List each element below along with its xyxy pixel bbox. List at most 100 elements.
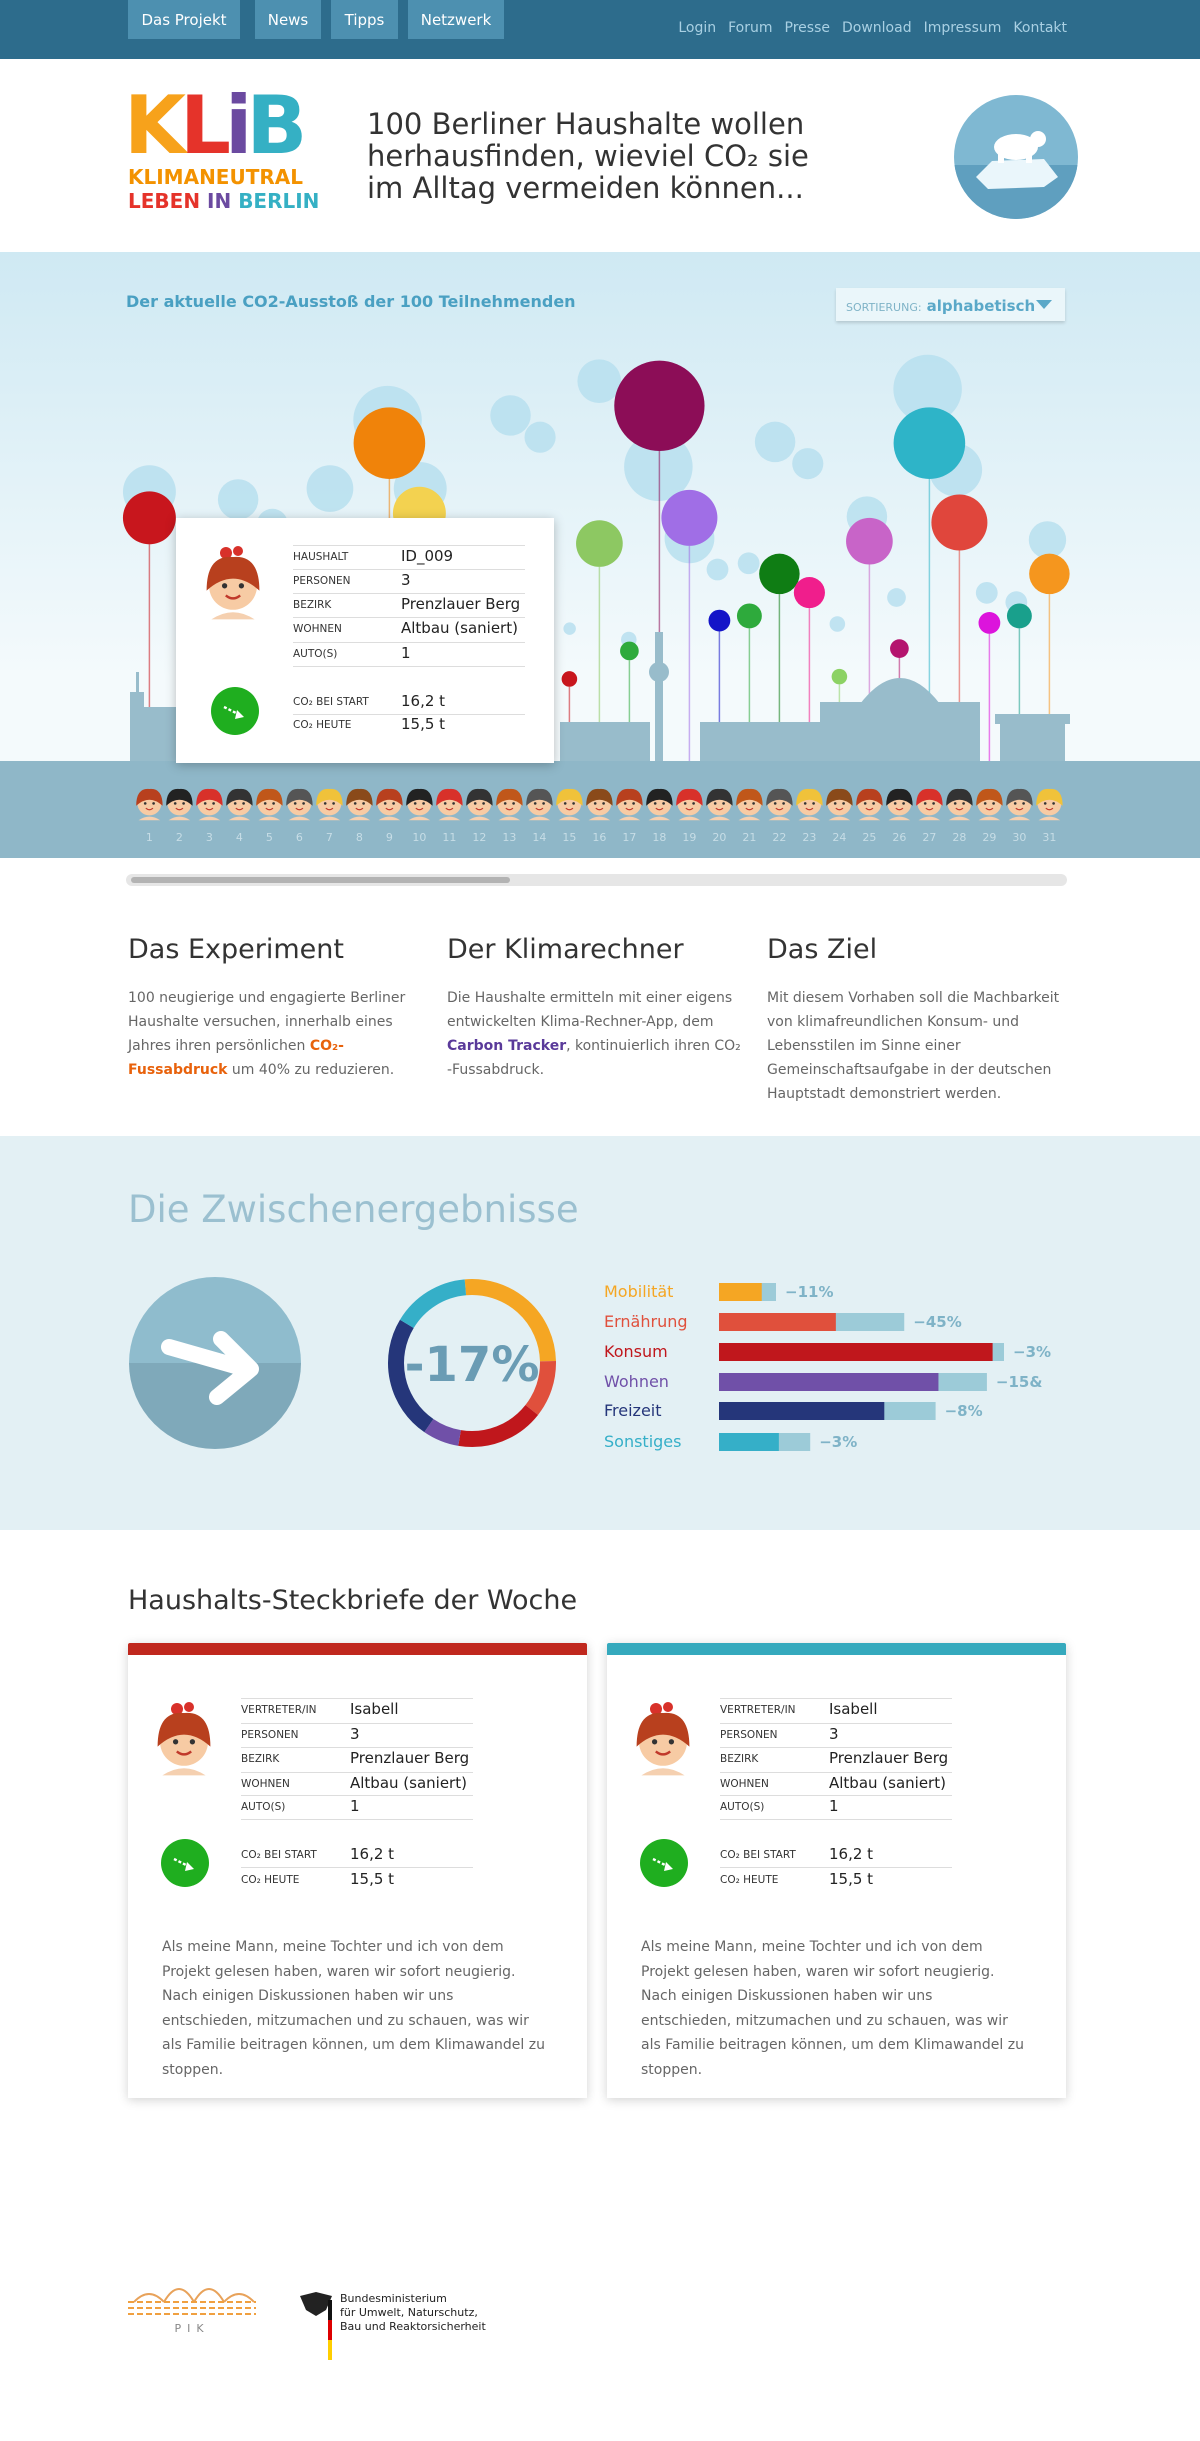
face-mouth [355, 807, 364, 811]
nav-button[interactable]: Netzwerk [408, 0, 504, 39]
face-shirt [258, 816, 281, 821]
nav-button[interactable]: Tipps [331, 0, 398, 39]
scrollbar-thumb[interactable] [131, 877, 510, 883]
sort-dropdown[interactable]: SORTIERUNG: alphabetisch [836, 288, 1065, 321]
card-quote: Als meine Mann, meine Tochter und ich vo… [641, 1939, 1024, 2078]
intro-heading hd: Das Experiment [128, 934, 344, 965]
face-hair [206, 556, 260, 591]
co2-value: 16,2 t [350, 1845, 395, 1863]
participant-number: 31 [1042, 831, 1056, 844]
face-eye [752, 802, 755, 805]
face-eye [782, 802, 785, 805]
face-eye [173, 802, 177, 805]
face-eye [713, 802, 717, 805]
status-circle [161, 1839, 209, 1887]
nav-link[interactable]: Kontakt [1013, 20, 1067, 36]
face-shirt [318, 816, 341, 821]
bar-today [719, 1343, 993, 1361]
face-eye [1043, 802, 1047, 805]
info-value: 3 [829, 1725, 839, 1743]
tv-tower-sphere [649, 662, 669, 682]
face-eye [902, 802, 905, 805]
skyline [820, 702, 980, 763]
face-eye [962, 802, 965, 805]
face-mouth [385, 807, 394, 811]
face-hair [166, 788, 193, 806]
participant-number: 19 [682, 831, 696, 844]
background-balloon [1028, 521, 1067, 559]
face-eye [932, 802, 935, 805]
face-eye [983, 802, 987, 805]
participant-number: 27 [922, 831, 936, 844]
balloon [931, 494, 988, 551]
face-mouth [745, 807, 754, 811]
face-shirt [678, 816, 701, 821]
face-eye [152, 802, 155, 805]
face-hair [526, 788, 553, 806]
sort-value: alphabetisch [926, 297, 1036, 315]
face-eye [668, 1739, 675, 1745]
nav-button[interactable]: News [255, 0, 321, 39]
row-divider [241, 1819, 473, 1820]
info-label: BEZIRK [241, 1753, 280, 1765]
co2-value: 16,2 t [401, 692, 446, 710]
face-shirt [408, 816, 431, 821]
face-shirt [641, 1768, 685, 1776]
participant-number: 29 [982, 831, 996, 844]
nav-link[interactable]: Download [841, 20, 912, 36]
face-eye [1013, 802, 1017, 805]
intro-text-part: , kontinuierlich ihren CO₂ -Fussabdruck. [447, 1038, 741, 1078]
bar-change: −15& [996, 1373, 1043, 1391]
face-mouth [325, 807, 334, 811]
row-divider [293, 593, 525, 594]
balloon [353, 407, 426, 479]
face-eye [1052, 802, 1055, 805]
logo-letter: K [124, 79, 186, 172]
card-stripe [607, 1643, 1066, 1655]
face-mouth [175, 807, 184, 811]
nav-button[interactable]: Das Projekt [128, 0, 240, 39]
face-eye [189, 1739, 196, 1745]
face-hair [316, 788, 343, 806]
background-balloon [563, 622, 576, 635]
face-mouth [955, 807, 964, 811]
bar-today [719, 1433, 779, 1451]
profile-card: VERTRETER/IN Isabell PERSONEN 3 BEZIRK Prenzl… [607, 1643, 1066, 2098]
info-value: 1 [401, 644, 411, 662]
ministry-logo [300, 2292, 332, 2360]
row-divider [293, 545, 525, 546]
result-label: Freizeit [604, 1401, 662, 1420]
face-shirt [211, 612, 255, 620]
info-value: Isabell [829, 1700, 878, 1718]
participant-number: 4 [236, 831, 243, 844]
trend-bottom [129, 1363, 301, 1449]
face-eye [362, 802, 365, 805]
face-eye [443, 802, 447, 805]
nav-link[interactable]: Presse [784, 20, 830, 36]
participant-number: 24 [832, 831, 846, 844]
avatar [157, 1702, 211, 1776]
face-hair [646, 788, 673, 806]
balloon [893, 407, 966, 479]
row-divider [241, 1772, 473, 1773]
face-eye [238, 583, 245, 589]
face-shirt [858, 816, 881, 821]
pik-logo: PIK [128, 2288, 256, 2335]
face-eye [503, 802, 507, 805]
face-hair [976, 788, 1003, 806]
participant-number: 13 [502, 831, 516, 844]
face-eye [812, 802, 815, 805]
face-shirt [738, 816, 761, 821]
face-hair [766, 788, 793, 806]
status-circle [640, 1839, 688, 1887]
nav-link[interactable]: Forum [728, 20, 773, 36]
row-divider [720, 1867, 952, 1868]
nav-link[interactable]: Login [678, 20, 717, 36]
nav-link[interactable]: Impressum [923, 20, 1002, 36]
face-shirt [168, 816, 191, 821]
gate-top [995, 714, 1070, 724]
intro-text: Mit diesem Vorhaben soll die Machbarkeit… [767, 986, 1067, 1106]
face-mouth [1015, 807, 1024, 811]
co2-label: CO₂ HEUTE [293, 719, 352, 731]
